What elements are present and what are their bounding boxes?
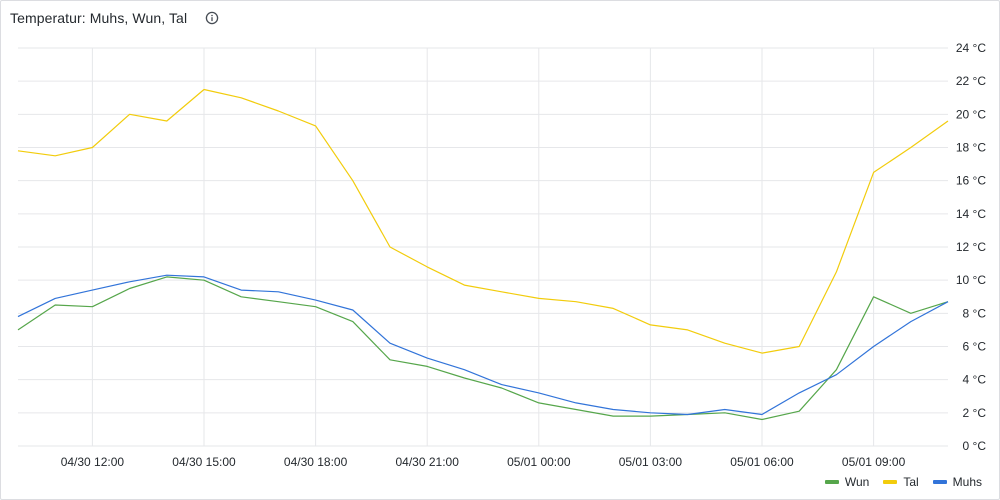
chart-series [17,88,949,421]
x-tick-label: 05/01 00:00 [507,455,571,469]
y-tick-label: 16 °C [956,174,986,188]
chart-grid [18,47,948,447]
x-tick-label: 04/30 21:00 [395,455,459,469]
x-tick-label: 04/30 15:00 [172,455,236,469]
y-tick-label: 14 °C [956,207,986,221]
x-axis: 04/30 12:00 04/30 15:00 04/30 18:00 04/30 2… [61,455,906,469]
y-axis: 0 °C 2 °C 4 °C 6 °C 8 °C 10 °C 12 °C 14 °C 16 °C… [956,41,986,453]
y-tick-label: 8 °C [963,306,987,320]
chart-legend: Wun Tal Muhs [824,475,982,489]
series-line-wun [17,276,949,421]
y-tick-label: 4 °C [963,373,987,387]
x-tick-label: 04/30 18:00 [284,455,348,469]
y-tick-label: 0 °C [963,439,987,453]
series-line-tal [17,88,949,354]
legend-label: Wun [844,475,870,489]
series-line-muhs [17,274,949,416]
y-tick-label: 12 °C [956,240,986,254]
legend-label: Muhs [952,475,982,489]
x-tick-label: 04/30 12:00 [61,455,125,469]
legend-item-muhs[interactable]: Muhs [932,475,982,489]
panel-header: Temperatur: Muhs, Wun, Tal [10,8,219,28]
y-tick-label: 2 °C [963,406,987,420]
legend-swatch [883,480,898,484]
x-tick-label: 05/01 03:00 [619,455,683,469]
y-tick-label: 20 °C [956,107,986,121]
y-tick-label: 18 °C [956,141,986,155]
legend-label: Tal [903,475,919,489]
panel-title: Temperatur: Muhs, Wun, Tal [10,10,188,26]
info-circle-icon[interactable] [205,11,219,25]
legend-item-wun[interactable]: Wun [824,475,870,489]
x-tick-label: 05/01 09:00 [842,455,906,469]
y-tick-label: 24 °C [956,41,986,55]
legend-swatch [824,480,839,484]
legend-swatch [932,480,947,484]
legend-item-tal[interactable]: Tal [883,475,919,489]
y-tick-label: 6 °C [963,340,987,354]
y-tick-label: 22 °C [956,74,986,88]
x-tick-label: 05/01 06:00 [730,455,794,469]
y-tick-label: 10 °C [956,273,986,287]
